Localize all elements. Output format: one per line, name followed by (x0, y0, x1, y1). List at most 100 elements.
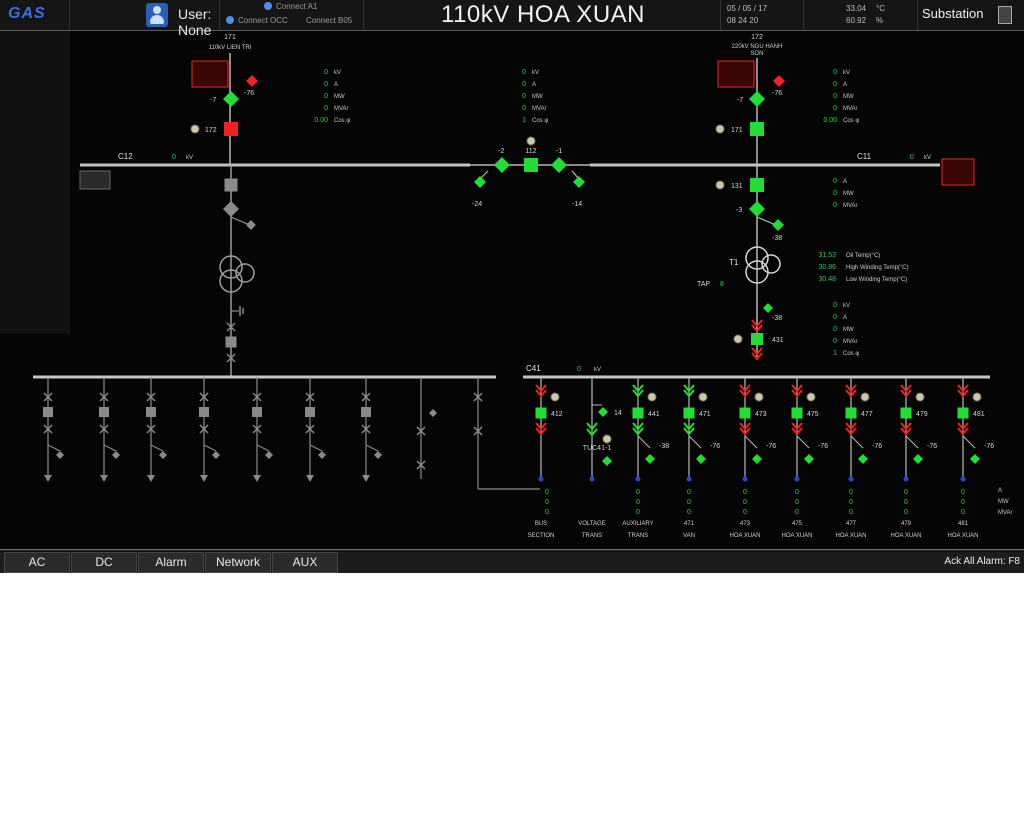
earth-171-label: -76 (244, 90, 254, 97)
feeder-earth-switch[interactable] (913, 454, 923, 464)
feeder-earth-switch[interactable] (804, 454, 814, 464)
left-feeder-earth[interactable] (265, 451, 273, 459)
left-feeder-earth[interactable] (56, 451, 64, 459)
earth-switch-172[interactable] (773, 75, 785, 87)
feeder-breaker-4[interactable] (739, 407, 751, 419)
user-cell[interactable]: User: None (70, 0, 220, 38)
left-feeder-breaker[interactable] (305, 407, 315, 417)
breaker-t2-lv[interactable] (225, 336, 237, 348)
left-feeder-earth[interactable] (212, 451, 220, 459)
user-icon[interactable] (146, 3, 168, 27)
tuc-earth-switch[interactable] (598, 407, 608, 417)
coupler-breaker-112[interactable] (524, 158, 538, 172)
feeder-earth-switch[interactable] (696, 454, 706, 464)
tab-dc[interactable]: DC (71, 552, 137, 573)
lv-cart-up-icon (751, 324, 763, 333)
isolator-t2-hv[interactable] (223, 201, 239, 217)
busbar-c12-value: 0 (172, 154, 176, 161)
feeder-breaker-6[interactable] (845, 407, 857, 419)
meas_coupler-unit: A (532, 82, 536, 88)
feeder-earth-switch[interactable] (970, 454, 980, 464)
transformer-t1-icon (761, 254, 781, 274)
earth-switch-431[interactable] (763, 303, 773, 313)
left-feeder-earth[interactable] (112, 451, 120, 459)
earth-switch-t2[interactable] (246, 220, 256, 230)
left-feeder-breaker[interactable] (361, 407, 371, 417)
feeder-breaker-7[interactable] (900, 407, 912, 419)
feeder-end-icon (848, 476, 854, 482)
breaker-t2-hv[interactable] (224, 178, 238, 192)
earth-link (256, 444, 270, 452)
feeder-earth-label: -76 (818, 443, 828, 450)
feeder-name-1: 473 (740, 521, 751, 527)
chevron-icon (632, 384, 644, 393)
earth-switch-171[interactable] (246, 75, 258, 87)
feeder-name-1: 479 (901, 521, 912, 527)
coupler-earth-left[interactable] (474, 176, 486, 188)
connection-cell: Connect A1 Connect OCC Connect B05 (220, 0, 364, 30)
coupler-earth-right[interactable] (573, 176, 585, 188)
left-feeder-breaker[interactable] (99, 407, 109, 417)
connect-a1-toggle[interactable]: Connect A1 (264, 2, 317, 11)
feeder-value: 0 (545, 509, 549, 516)
feeder-earth-switch[interactable] (858, 454, 868, 464)
tab-alarm[interactable]: Alarm (138, 552, 204, 573)
meas_172-unit: Cos φ (843, 118, 859, 124)
meas_171-value: 0.00 (314, 117, 328, 124)
ack-all-alarm[interactable]: Ack All Alarm: F8 (944, 556, 1020, 567)
meas_coupler-value: 0 (522, 105, 526, 112)
chevron-icon (683, 389, 695, 398)
meas_172-unit: kV (843, 70, 850, 76)
coupler-isolator-left[interactable] (494, 157, 510, 173)
indicator-lamp-icon (190, 124, 200, 134)
t1-temp-value: 31.53 (818, 252, 836, 259)
lv-cart-down-icon (751, 347, 763, 356)
tab-ac[interactable]: AC (4, 552, 70, 573)
chevron-icon (845, 389, 857, 398)
isolator-171[interactable] (223, 91, 239, 107)
isolator-172[interactable] (749, 91, 765, 107)
feeder-earth-switch[interactable] (752, 454, 762, 464)
feeder-breaker-0[interactable] (535, 407, 547, 419)
feeder-earth-switch[interactable] (645, 454, 655, 464)
meas_172-unit: A (843, 82, 847, 88)
left-feeder-breaker[interactable] (146, 407, 156, 417)
lv-cart-down-icon (751, 352, 763, 361)
left-feeder-earth[interactable] (318, 451, 326, 459)
indicator-lamp-icon (806, 392, 816, 402)
left-feeder-breaker[interactable] (199, 407, 209, 417)
breaker-431[interactable] (751, 333, 763, 345)
feeder-breaker-3[interactable] (683, 407, 695, 419)
coupler-isolator-right[interactable] (551, 157, 567, 173)
breaker-171-right[interactable] (750, 122, 764, 136)
feeder-breaker-2[interactable] (632, 407, 644, 419)
feeder-name-2: VAN (683, 533, 695, 539)
exit-door-icon[interactable] (998, 6, 1012, 24)
connect-b05-toggle[interactable]: Connect B05 (306, 16, 352, 25)
feeder-name-2: HOA XUAN (835, 533, 866, 539)
disconnector-icon (226, 353, 236, 363)
breaker-131[interactable] (750, 178, 764, 192)
meas_171-value: 0 (324, 69, 328, 76)
left-feeder-breaker[interactable] (252, 407, 262, 417)
isolator-131[interactable] (749, 201, 765, 217)
left-feeder-earth[interactable] (374, 451, 382, 459)
left-feeder-breaker[interactable] (43, 407, 53, 417)
breaker-172-left[interactable] (224, 122, 238, 136)
tuc-earth[interactable] (602, 456, 612, 466)
feeder-earth-label: -38 (659, 443, 669, 450)
left-feeder-earth[interactable] (159, 451, 167, 459)
tab-network[interactable]: Network (205, 552, 271, 573)
feeder-breaker-8[interactable] (957, 407, 969, 419)
indicator-lamp-icon (860, 392, 870, 402)
earth-431-label: -38 (772, 315, 782, 322)
earth-link (103, 444, 117, 452)
earth-link (203, 444, 217, 452)
feeder-breaker-5[interactable] (791, 407, 803, 419)
disconnector-icon (199, 424, 209, 434)
earth-switch-icon[interactable] (429, 409, 437, 417)
connect-occ-toggle[interactable]: Connect OCC (226, 16, 288, 25)
earth-switch-131[interactable] (772, 219, 784, 231)
feeder-name-2: TRANS (582, 533, 602, 539)
tab-aux[interactable]: AUX (272, 552, 338, 573)
